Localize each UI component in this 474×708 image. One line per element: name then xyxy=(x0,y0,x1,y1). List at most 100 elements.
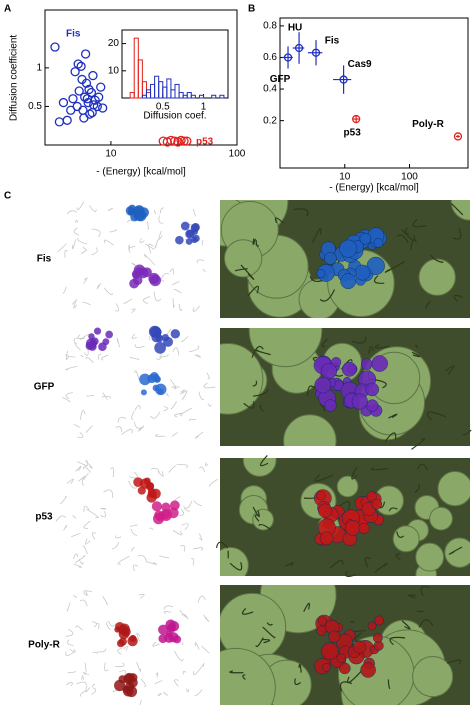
protein-render xyxy=(328,630,341,643)
chain-trace xyxy=(364,557,371,568)
chain-trace xyxy=(76,681,87,686)
chain-trace xyxy=(83,590,93,597)
protein-render xyxy=(371,355,388,372)
chain-trace xyxy=(181,390,188,401)
chain-trace xyxy=(274,217,284,224)
chain-trace xyxy=(448,546,463,555)
scatter-point xyxy=(166,135,176,146)
x-tick-label: 10 xyxy=(105,149,117,160)
chain-trace xyxy=(65,365,78,371)
chain-trace xyxy=(388,507,398,512)
chain-trace xyxy=(84,662,87,672)
protein-render xyxy=(371,498,383,510)
chain-trace xyxy=(285,562,294,567)
chain-trace xyxy=(414,483,421,494)
chain-trace xyxy=(77,237,88,245)
plot-frame xyxy=(44,9,238,146)
chain-trace xyxy=(374,344,390,349)
protein-render xyxy=(316,625,327,636)
protein-blob xyxy=(175,235,184,245)
chain-trace xyxy=(157,693,163,697)
point xyxy=(453,132,463,141)
row-label: Poly-R xyxy=(28,640,60,651)
crowder-sphere xyxy=(450,200,470,221)
chain-trace xyxy=(401,620,411,630)
chain-trace xyxy=(80,354,84,358)
chain-trace xyxy=(445,365,455,375)
chain-trace xyxy=(154,434,165,437)
chain-trace xyxy=(259,404,264,412)
protein-render xyxy=(318,503,333,518)
protein-render xyxy=(365,399,379,413)
protein-blob xyxy=(180,221,190,231)
protein-render xyxy=(331,357,342,368)
protein-render xyxy=(324,399,337,412)
chain-trace xyxy=(172,347,180,356)
chain-trace xyxy=(131,262,137,266)
crowder-sphere xyxy=(224,239,263,278)
chain-trace xyxy=(314,474,333,482)
chain-trace xyxy=(80,249,88,255)
chain-trace xyxy=(143,254,156,266)
chain-trace xyxy=(137,554,148,563)
chain-trace xyxy=(65,350,70,360)
protein-render xyxy=(374,615,385,626)
chain-trace xyxy=(139,699,142,706)
chain-trace xyxy=(179,508,185,517)
crowder-sphere xyxy=(220,343,264,415)
protein-render xyxy=(319,531,334,546)
chain-trace xyxy=(129,524,138,527)
protein-blob xyxy=(119,623,130,635)
chain-trace xyxy=(173,288,182,294)
point xyxy=(311,48,321,57)
protein-render xyxy=(338,662,351,675)
protein-blob xyxy=(168,507,179,519)
point xyxy=(339,75,348,84)
chain-trace xyxy=(414,344,419,348)
hist-bar xyxy=(174,83,180,99)
protein-blob xyxy=(102,338,110,346)
protein-render xyxy=(321,642,339,660)
chain-trace xyxy=(154,209,156,215)
protein-render xyxy=(324,252,337,265)
chain-trace xyxy=(103,239,114,246)
chain-trace xyxy=(74,219,78,223)
protein-render xyxy=(372,633,383,643)
chain-trace xyxy=(128,246,136,253)
chain-trace xyxy=(131,547,135,552)
chain-trace xyxy=(174,679,179,687)
chain-trace xyxy=(137,425,145,432)
chain-trace xyxy=(396,234,409,244)
protein-render xyxy=(317,616,328,626)
chain-trace xyxy=(150,468,160,473)
chain-trace xyxy=(96,283,102,289)
protein-blob xyxy=(118,637,127,646)
chain-trace xyxy=(412,219,427,228)
protein-render xyxy=(345,520,361,536)
protein-render xyxy=(354,264,371,281)
chain-trace xyxy=(57,243,67,253)
chain-trace xyxy=(179,609,187,618)
crowder-sphere xyxy=(242,458,277,477)
chain-trace xyxy=(193,664,204,676)
chain-trace xyxy=(202,269,206,273)
protein-render xyxy=(360,358,373,370)
protein-blob xyxy=(170,329,181,339)
plot-frame xyxy=(279,17,469,169)
chain-trace xyxy=(73,563,82,568)
chain-trace xyxy=(172,431,178,437)
chain-trace xyxy=(241,607,254,615)
chain-trace xyxy=(84,538,91,545)
chain-trace xyxy=(174,650,184,662)
chain-trace xyxy=(293,208,309,217)
hist-bar xyxy=(211,94,217,99)
protein-blob xyxy=(139,373,151,386)
chain-trace xyxy=(103,489,114,498)
protein-render xyxy=(373,238,384,248)
protein-render xyxy=(316,269,326,278)
protein-render xyxy=(367,621,377,631)
chain-trace xyxy=(85,394,95,397)
protein-blob xyxy=(185,229,195,239)
panel-label: B xyxy=(248,4,255,15)
